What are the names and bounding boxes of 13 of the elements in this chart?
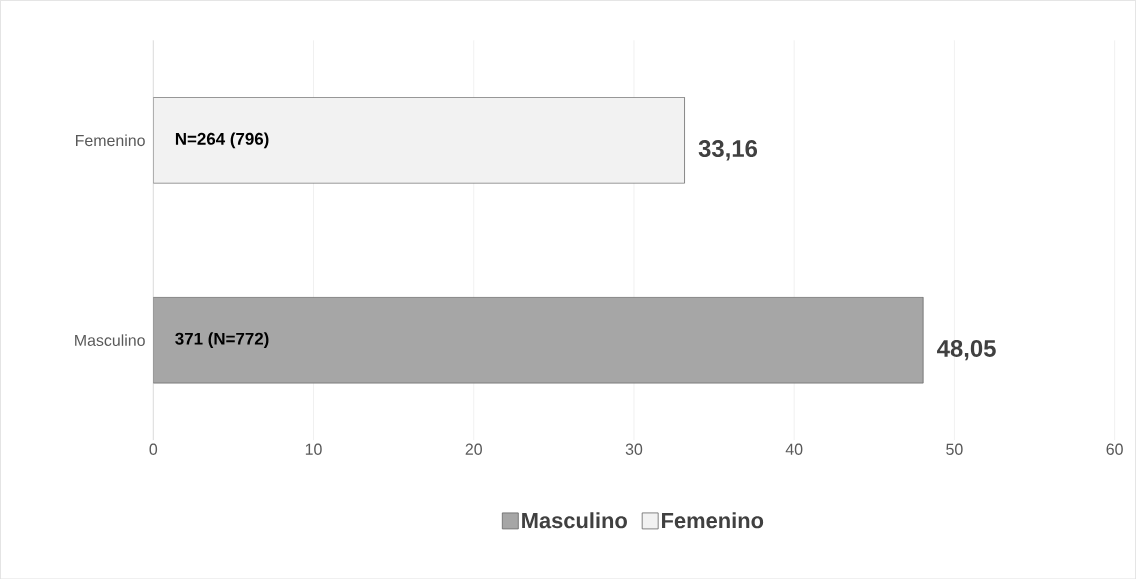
x-tick-label: 30 — [625, 443, 643, 455]
x-tick-label: 50 — [946, 443, 963, 455]
x-tick-label: 0 — [149, 443, 158, 455]
annotation: N=264 (796) — [175, 132, 269, 148]
x-tick-label: 20 — [465, 443, 482, 455]
x-tick-label: 60 — [1106, 443, 1123, 455]
x-tick-label: 10 — [305, 443, 322, 455]
data-label: 33,16 — [698, 139, 758, 161]
legend-label: Masculino — [522, 512, 627, 529]
annotation: 371 (N=772) — [175, 332, 269, 348]
data-label: 48,05 — [937, 339, 996, 361]
x-tick-label: 40 — [785, 443, 803, 455]
legend-label: Femenino — [662, 512, 764, 529]
